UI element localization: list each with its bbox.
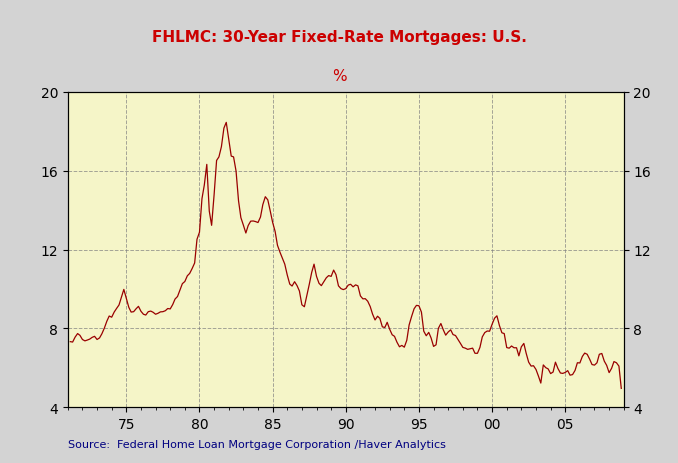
Text: FHLMC: 30-Year Fixed-Rate Mortgages: U.S.: FHLMC: 30-Year Fixed-Rate Mortgages: U.S…: [152, 30, 526, 44]
Text: Source:  Federal Home Loan Mortgage Corporation /Haver Analytics: Source: Federal Home Loan Mortgage Corpo…: [68, 439, 445, 450]
Text: %: %: [332, 69, 346, 84]
